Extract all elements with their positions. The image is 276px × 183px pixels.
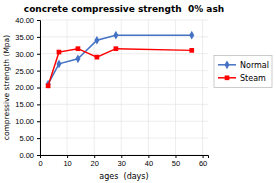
series-marker: [113, 31, 118, 40]
x-tick: 30: [118, 155, 126, 168]
x-tick-label: 60: [199, 159, 207, 168]
series-marker: [56, 60, 61, 69]
y-tick-mark: [37, 138, 40, 139]
legend-marker: [224, 60, 229, 69]
y-tick-mark: [37, 121, 40, 122]
series-marker: [95, 55, 100, 60]
x-tick: 10: [63, 155, 71, 168]
y-tick-mark: [37, 37, 40, 38]
chart: 0 10 20 30 40 50 60 0.00 5.00 10.00 15.00 20.00 25.0…: [0, 0, 276, 183]
grid-line-y: [40, 20, 208, 21]
y-tick: 25.00: [15, 67, 40, 76]
grid-line-y: [40, 70, 208, 71]
legend-item: Steam: [218, 74, 266, 83]
plot-area: 0 10 20 30 40 50 60 0.00 5.00 10.00 15.00 20.00 25.0…: [15, 16, 208, 168]
series-marker: [189, 48, 194, 53]
series-marker: [75, 54, 80, 63]
x-axis: 0 10 20 30 40 50 60: [38, 155, 208, 168]
y-tick-label: 25.00: [15, 67, 34, 76]
y-tick-mark: [37, 88, 40, 89]
grid-line-y: [40, 53, 208, 54]
y-axis-line: [37, 21, 41, 156]
legend-marker: [225, 75, 230, 80]
y-tick-label: 20.00: [15, 83, 34, 92]
y-tick-label: 10.00: [15, 117, 34, 126]
grid-line-y: [40, 36, 208, 37]
x-tick-label: 50: [172, 159, 180, 168]
grid-line-y: [40, 121, 208, 122]
y-tick-label: 15.00: [15, 100, 34, 109]
y-tick: 10.00: [15, 117, 40, 126]
series-marker: [114, 46, 119, 51]
x-tick-label: 40: [145, 159, 153, 168]
x-tick-mark: [121, 155, 122, 158]
x-tick: 50: [172, 155, 180, 168]
x-tick-label: 20: [91, 159, 99, 168]
y-tick-mark: [37, 20, 40, 21]
grid-line-y: [40, 104, 208, 105]
marks: [46, 31, 195, 89]
y-tick: 35.00: [15, 33, 40, 42]
y-tick: 5.00: [19, 134, 40, 143]
x-tick-mark: [203, 155, 204, 158]
x-tick-mark: [148, 155, 149, 158]
y-tick: 15.00: [15, 100, 40, 109]
x-tick: 0: [38, 155, 42, 168]
series-marker: [76, 46, 81, 51]
y-tick: 20.00: [15, 83, 40, 92]
y-tick-label: 40.00: [15, 16, 34, 25]
grid: [40, 20, 208, 155]
legend-item: Normal: [218, 60, 269, 69]
x-tick-mark: [175, 155, 176, 158]
legend-frame: [214, 55, 272, 87]
y-axis-title: compressive strength (Mpa): [2, 35, 11, 140]
grid-line-y: [40, 138, 208, 139]
y-axis: 0.00 5.00 10.00 15.00 20.00 25.00 30.00 35.00 40…: [15, 16, 40, 160]
series-line: [48, 49, 192, 86]
legend-label: Normal: [240, 61, 269, 70]
x-tick-label: 0: [38, 159, 42, 168]
y-tick-mark: [37, 71, 40, 72]
x-tick-mark: [94, 155, 95, 158]
legend-label: Steam: [240, 74, 266, 83]
y-tick-mark: [37, 104, 40, 105]
x-axis-title: ages (days): [99, 172, 148, 181]
y-tick-label: 5.00: [19, 134, 34, 143]
x-tick: 40: [145, 155, 153, 168]
y-tick: 0.00: [19, 151, 40, 160]
series-marker: [189, 31, 194, 40]
x-tick-label: 30: [118, 159, 126, 168]
grid-line-y: [40, 87, 208, 88]
x-tick: 20: [91, 155, 99, 168]
x-axis-line: [41, 156, 209, 159]
series-marker: [94, 36, 99, 45]
legend: Normal Steam: [214, 55, 272, 87]
x-tick-mark: [67, 155, 68, 158]
series-marker: [57, 50, 62, 55]
y-tick: 30.00: [15, 50, 40, 59]
series-line: [48, 35, 192, 84]
y-tick-label: 30.00: [15, 50, 34, 59]
title: concrete compressive strength 0% ash: [24, 4, 224, 14]
x-tick: 60: [199, 155, 207, 168]
y-tick-mark: [37, 54, 40, 55]
y-tick-label: 35.00: [15, 33, 34, 42]
y-tick-label: 0.00: [19, 151, 34, 160]
y-tick-mark: [37, 155, 40, 156]
y-tick: 40.00: [15, 16, 40, 25]
x-tick-label: 10: [63, 159, 71, 168]
series-marker: [46, 83, 51, 88]
